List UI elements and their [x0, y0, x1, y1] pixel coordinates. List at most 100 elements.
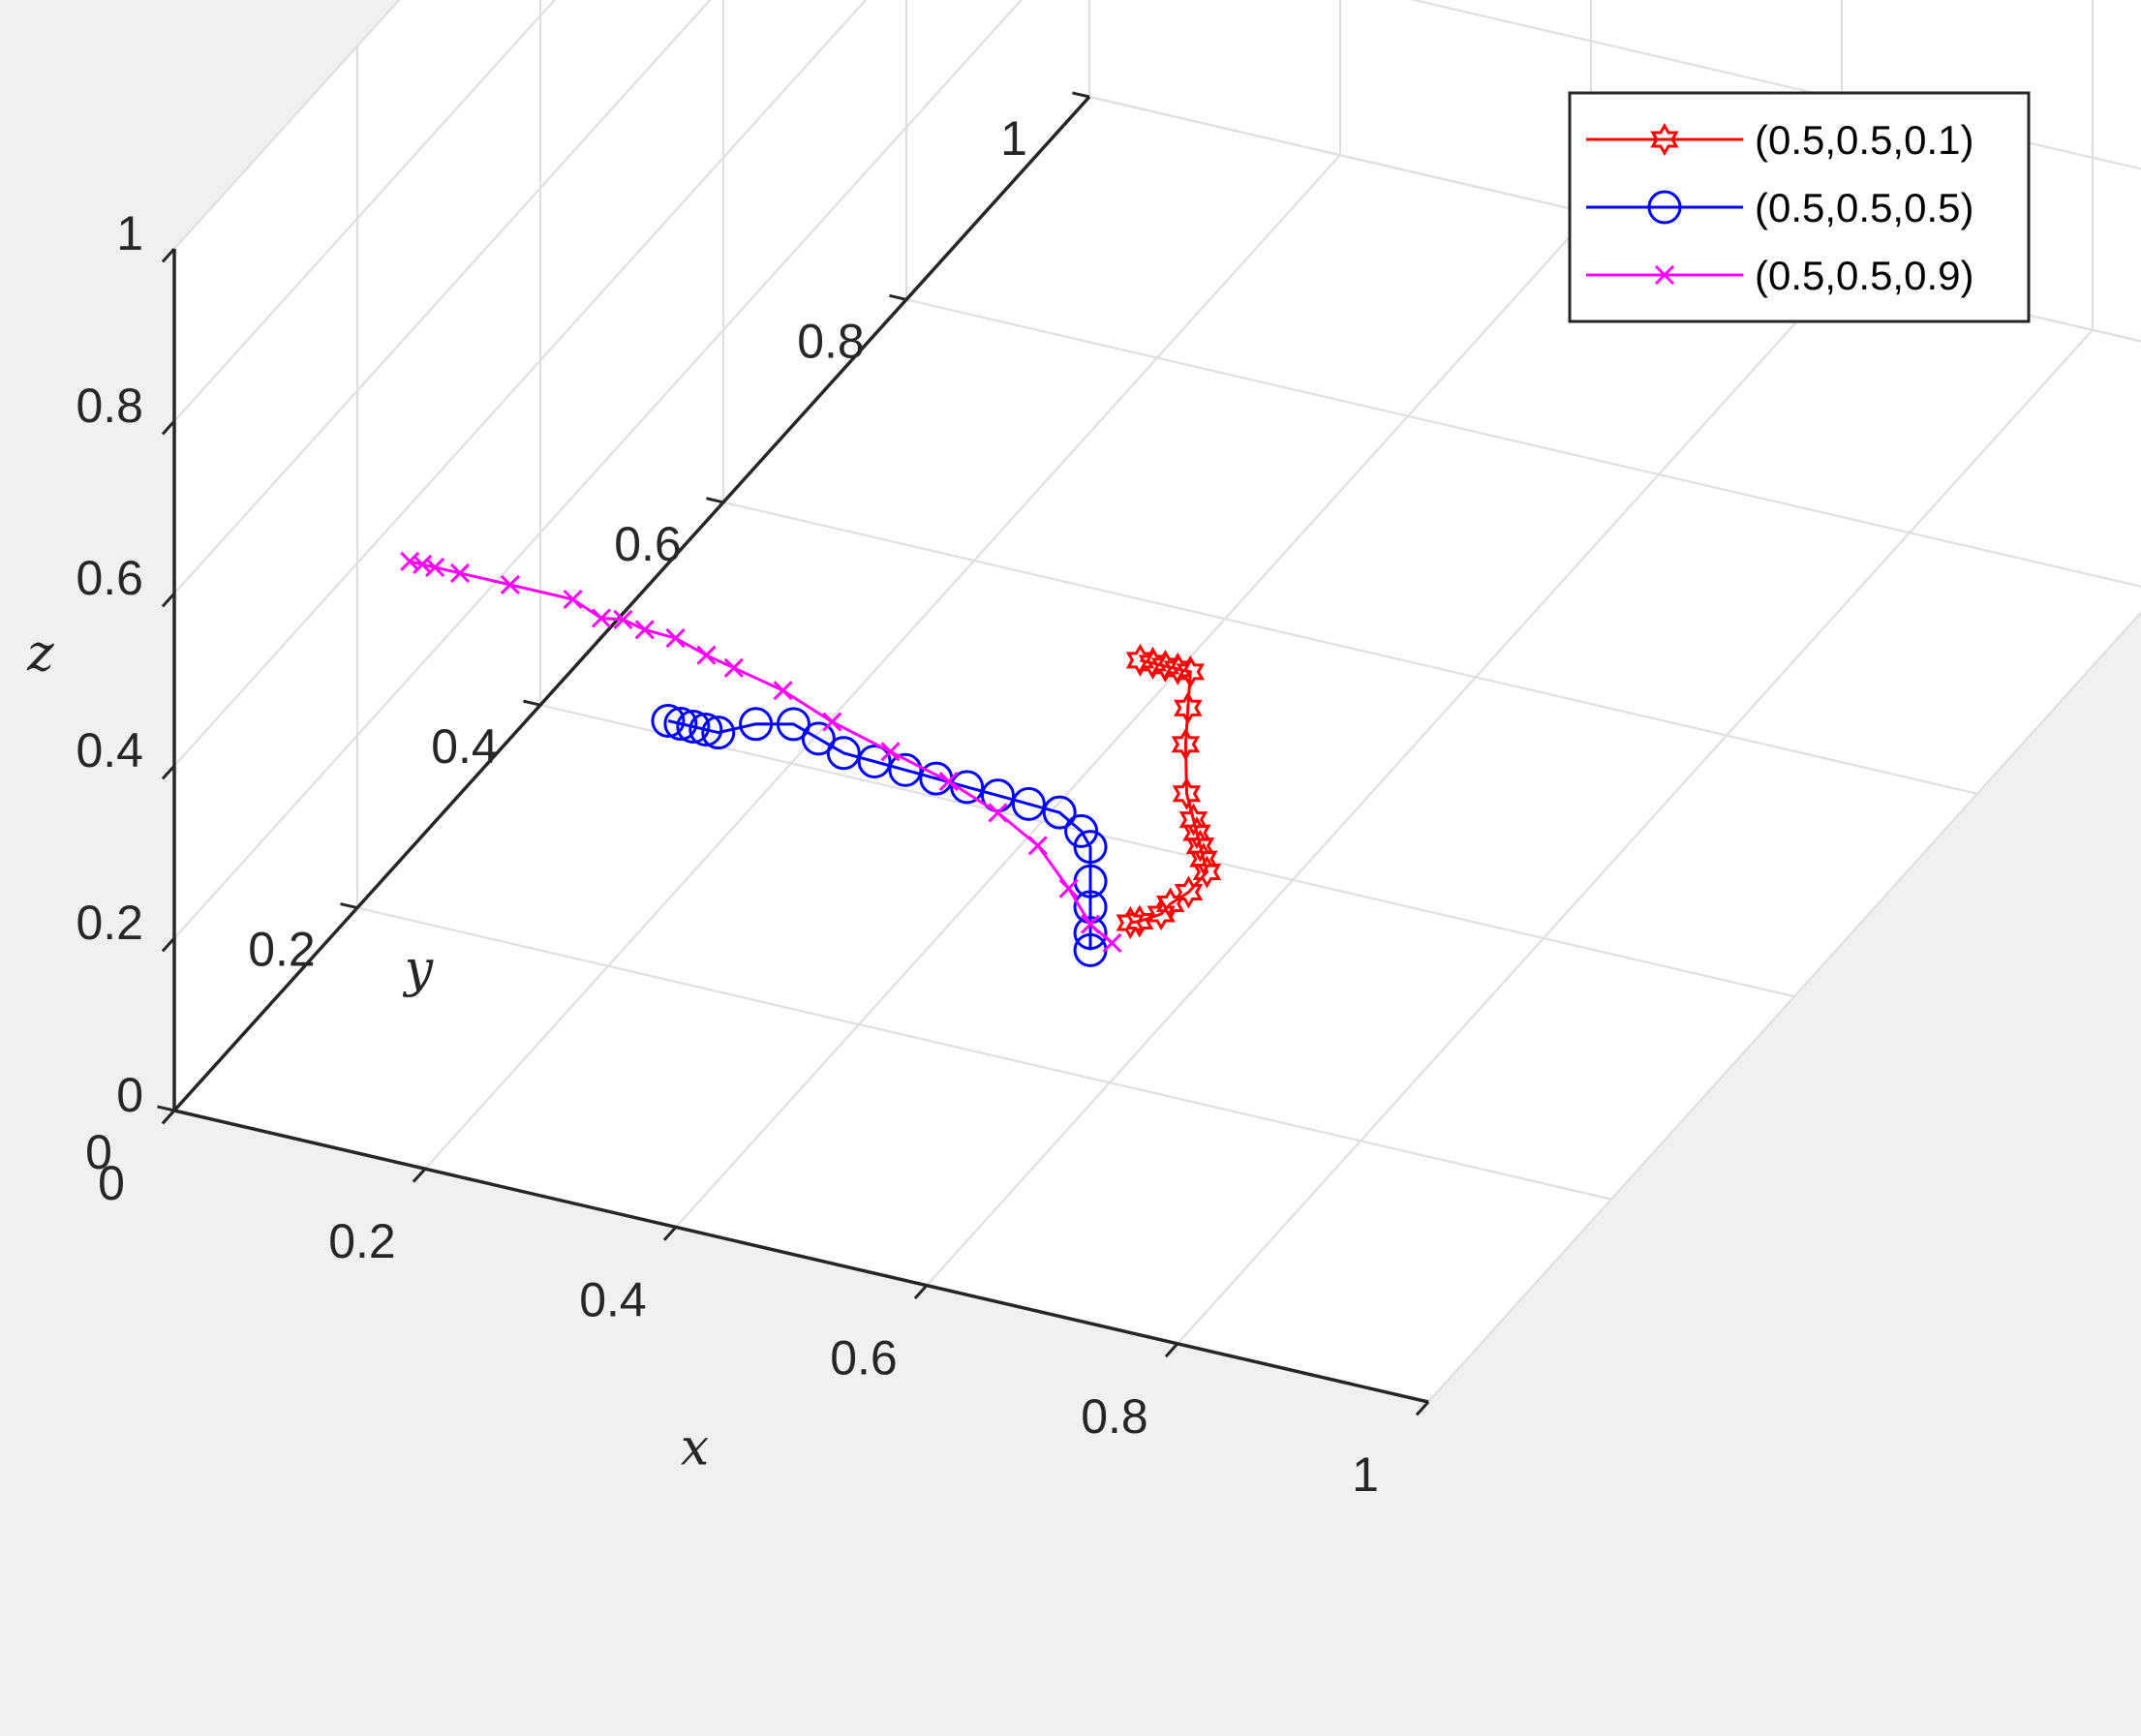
y-tick-label: 1 — [1000, 111, 1027, 166]
x-tick-label: 1 — [1352, 1447, 1379, 1502]
y-axis-label: y — [403, 941, 434, 999]
data-point — [1189, 842, 1218, 876]
z-tick-label: 0.8 — [76, 379, 143, 433]
back-grid-z — [1409, 0, 2141, 170]
series-layer — [400, 551, 1222, 967]
data-point — [1073, 830, 1108, 865]
y-tick-mark — [157, 1105, 175, 1112]
series-3 — [400, 551, 1122, 954]
z-tick-label: 0.2 — [76, 896, 143, 950]
data-point — [1182, 816, 1211, 850]
data-point — [826, 736, 861, 771]
floor-grid-y — [722, 501, 1978, 795]
side-wall-plane — [174, 0, 1089, 1111]
data-point — [1011, 786, 1046, 821]
data-point — [801, 721, 836, 756]
data-point — [950, 770, 985, 805]
x-tick-mark — [913, 1284, 929, 1299]
data-point — [723, 657, 744, 678]
legend-entry[interactable]: (0.5,0.5,0.9) — [1586, 253, 1973, 298]
data-point — [938, 772, 959, 792]
floor-grid-y — [356, 906, 1612, 1201]
z-tick-label: 0 — [116, 1068, 143, 1122]
y-tick-mark — [1072, 91, 1090, 99]
data-point — [676, 710, 711, 745]
z-tick-mark — [161, 247, 176, 263]
x-tick-label: 0.2 — [328, 1214, 396, 1268]
side-grid-z — [173, 0, 401, 250]
floor-grid-x — [1427, 610, 2141, 1403]
y-tick-label: 0.4 — [431, 719, 499, 774]
legend-entry[interactable]: (0.5,0.5,0.1) — [1586, 117, 1973, 163]
data-point — [1174, 691, 1203, 725]
series-2 — [651, 704, 1108, 967]
data-point — [822, 712, 842, 732]
x-tick-label: 0 — [98, 1156, 125, 1210]
data-point — [1147, 898, 1176, 930]
data-point — [880, 742, 901, 762]
x-axis-line — [173, 1109, 1429, 1404]
floor-grid-x — [675, 212, 1592, 1229]
data-point — [665, 627, 686, 649]
data-point — [988, 803, 1008, 823]
data-point — [857, 745, 892, 779]
floor-grid-x — [926, 270, 1843, 1287]
legend[interactable]: (0.5,0.5,0.1) (0.5,0.5,0.5) (0.5,0.5,0.9) — [1568, 91, 2031, 323]
data-point — [1178, 803, 1208, 837]
x-tick-label: 0.6 — [830, 1331, 898, 1386]
y-tick-label: 0.8 — [797, 314, 865, 368]
data-point — [1171, 727, 1201, 761]
data-point — [449, 563, 471, 583]
side-grid-z — [173, 0, 557, 422]
data-point — [1027, 836, 1048, 856]
data-point — [563, 589, 583, 610]
x-tick-mark — [1164, 1342, 1179, 1358]
y-tick-label: 0.2 — [248, 923, 316, 977]
data-point — [1192, 855, 1222, 889]
z-tick-mark — [161, 936, 176, 953]
legend-label: (0.5,0.5,0.1) — [1755, 117, 1973, 163]
data-point — [1064, 813, 1099, 848]
z-tick-mark — [161, 592, 176, 608]
floor-plane — [174, 97, 2141, 1402]
x-axis-label: x — [681, 1419, 709, 1477]
data-point — [634, 620, 655, 640]
legend-label: (0.5,0.5,0.5) — [1755, 185, 1973, 230]
legend-entry[interactable]: (0.5,0.5,0.5) — [1586, 185, 1973, 230]
legend-marker — [1647, 190, 1682, 225]
z-tick-label: 1 — [116, 206, 143, 260]
data-point — [696, 645, 717, 665]
y-tick-mark — [889, 293, 907, 301]
data-point — [651, 704, 686, 739]
x-tick-mark — [412, 1168, 427, 1183]
x-tick-mark — [1415, 1400, 1430, 1416]
floor-grid-y — [905, 298, 2141, 588]
z-axis-label: z — [26, 624, 54, 683]
x-tick-label: 0.4 — [579, 1272, 647, 1326]
axis-lines — [172, 95, 1429, 1404]
data-point — [888, 752, 923, 787]
z-tick-label: 0.6 — [76, 551, 143, 605]
side-grid-z — [173, 0, 1024, 939]
y-axis-line — [172, 95, 1091, 1112]
legend-marker — [1654, 264, 1675, 286]
data-point — [1042, 795, 1077, 830]
data-point — [591, 608, 612, 628]
z-tick-label: 0.4 — [76, 723, 143, 777]
data-point — [1172, 777, 1202, 810]
y-tick-mark — [340, 902, 358, 910]
series-1 — [1116, 643, 1222, 939]
data-point — [1102, 932, 1122, 954]
data-point — [425, 557, 445, 577]
legend-label: (0.5,0.5,0.9) — [1755, 253, 1973, 298]
floor-grid-y — [539, 704, 1795, 998]
data-point — [1176, 655, 1205, 688]
y-tick-label: 0 — [85, 1125, 112, 1179]
x-tick-label: 0.8 — [1081, 1389, 1148, 1444]
y-tick-label: 0.6 — [614, 517, 682, 571]
data-point — [613, 609, 633, 630]
legend-entries: (0.5,0.5,0.1) (0.5,0.5,0.5) (0.5,0.5,0.9) — [1586, 117, 1973, 298]
x-tick-mark — [662, 1226, 678, 1241]
data-point — [701, 716, 736, 750]
floor-grid-x — [424, 154, 1341, 1170]
